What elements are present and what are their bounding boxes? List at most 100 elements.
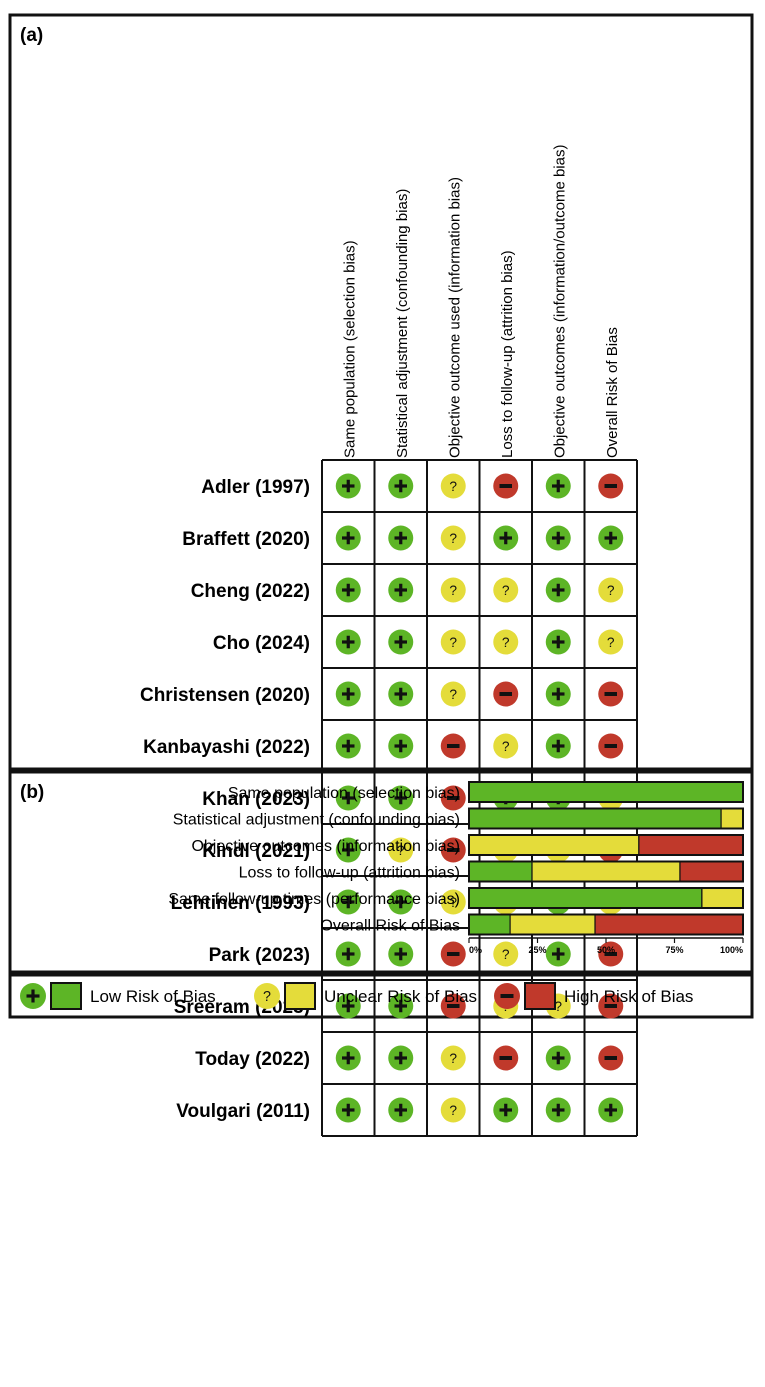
x-tick-label: 75%: [665, 945, 683, 955]
minus-icon: [440, 785, 466, 811]
bar-category-label: Statistical adjustment (confounding bias…: [173, 812, 460, 829]
svg-text:?: ?: [449, 479, 457, 494]
bar-category-label: Objective outcomes (information bias): [191, 838, 460, 855]
plus-icon: [335, 577, 361, 603]
minus-icon: [440, 837, 466, 863]
bar-segment-high: [594, 913, 744, 936]
svg-text:?: ?: [449, 583, 457, 598]
minus-icon: [440, 941, 466, 967]
study-label: Lehtinen (1993): [171, 893, 310, 914]
bar-segment-unclear: [720, 807, 744, 830]
question-icon: ?: [440, 629, 466, 655]
svg-text:?: ?: [502, 583, 510, 598]
study-label: Adler (1997): [201, 477, 310, 498]
question-icon: ?: [440, 1045, 466, 1071]
bar-segment-high: [679, 860, 744, 883]
plus-icon: [388, 941, 414, 967]
study-label: Christensen (2020): [140, 685, 310, 706]
svg-text:?: ?: [449, 1103, 457, 1118]
question-icon: ?: [440, 889, 466, 915]
svg-text:?: ?: [449, 687, 457, 702]
plus-icon: [545, 473, 571, 499]
bar-segment-unclear: [701, 887, 744, 909]
study-label: Braffett (2020): [182, 529, 310, 550]
svg-text:?: ?: [449, 895, 457, 910]
bar-segment-low: [468, 807, 722, 830]
column-header: Loss to follow-up (attrition bias): [499, 250, 516, 458]
plus-icon: [335, 681, 361, 707]
question-icon: ?: [598, 577, 624, 603]
question-icon: ?: [254, 983, 280, 1009]
plus-icon: [335, 629, 361, 655]
x-tick-label: 25%: [528, 945, 546, 955]
column-header: Same population (selection bias): [341, 240, 358, 458]
bar-segment-low: [468, 781, 744, 803]
minus-icon: [493, 1045, 519, 1071]
column-header: Objective outcomes (information/outcome …: [551, 145, 568, 458]
column-header: Objective outcome used (information bias…: [446, 177, 463, 458]
study-label: Cho (2024): [213, 633, 310, 654]
svg-text:?: ?: [607, 635, 615, 650]
bar-segment-unclear: [468, 834, 640, 856]
plus-icon: [388, 1097, 414, 1123]
risk-grid: Same population (selection bias) Statisti…: [140, 145, 638, 1137]
legend-swatch-low: [50, 982, 82, 1010]
panel-a-label: (a): [20, 25, 43, 46]
plus-icon: [335, 993, 361, 1019]
plus-icon: [388, 1045, 414, 1071]
plus-icon: [545, 629, 571, 655]
legend-swatch-high: [524, 982, 556, 1010]
minus-icon: [598, 733, 624, 759]
question-icon: ?: [440, 577, 466, 603]
legend: Low Risk of Bias? Unclear Risk of Bias Hig…: [20, 982, 693, 1010]
plus-icon: [545, 577, 571, 603]
column-header: Statistical adjustment (confounding bias…: [394, 189, 411, 458]
study-label: Cheng (2022): [191, 581, 310, 602]
plus-icon: [598, 525, 624, 551]
plus-icon: [388, 993, 414, 1019]
minus-icon: [494, 983, 520, 1009]
bar-category-label: Loss to follow-up (attrition bias): [239, 865, 460, 882]
question-icon: ?: [440, 473, 466, 499]
plus-icon: [335, 525, 361, 551]
minus-icon: [493, 473, 519, 499]
minus-icon: [598, 941, 624, 967]
question-icon: ?: [440, 1097, 466, 1123]
plus-icon: [545, 733, 571, 759]
svg-text:?: ?: [502, 635, 510, 650]
bar-outline: [468, 887, 744, 909]
plus-icon: [335, 1097, 361, 1123]
plus-icon: [545, 941, 571, 967]
bar-outline: [468, 913, 744, 936]
plus-icon: [598, 1097, 624, 1123]
minus-icon: [440, 733, 466, 759]
x-tick-label: 100%: [720, 945, 743, 955]
bar-segment-high: [638, 834, 744, 856]
bar-outline: [468, 807, 744, 830]
svg-text:?: ?: [449, 1051, 457, 1066]
svg-text:?: ?: [607, 583, 615, 598]
svg-text:?: ?: [449, 531, 457, 546]
question-icon: ?: [493, 733, 519, 759]
plus-icon: [388, 525, 414, 551]
plus-icon: [335, 733, 361, 759]
study-label: Kindl (2021): [202, 841, 310, 862]
svg-text:?: ?: [502, 947, 510, 962]
bar-segment-low: [468, 860, 533, 883]
minus-icon: [598, 473, 624, 499]
study-label: Kanbayashi (2022): [143, 737, 310, 758]
question-icon: ?: [493, 577, 519, 603]
bar-outline: [468, 860, 744, 883]
bar-outline: [468, 781, 744, 803]
question-icon: ?: [598, 629, 624, 655]
minus-icon: [598, 681, 624, 707]
panel-a-frame: [8, 13, 754, 771]
minus-icon: [598, 1045, 624, 1071]
plus-icon: [335, 785, 361, 811]
question-icon: ?: [493, 629, 519, 655]
plus-icon: [493, 1097, 519, 1123]
svg-text:?: ?: [449, 635, 457, 650]
legend-swatch-unclear: [284, 982, 316, 1010]
study-label: Today (2022): [195, 1049, 310, 1070]
